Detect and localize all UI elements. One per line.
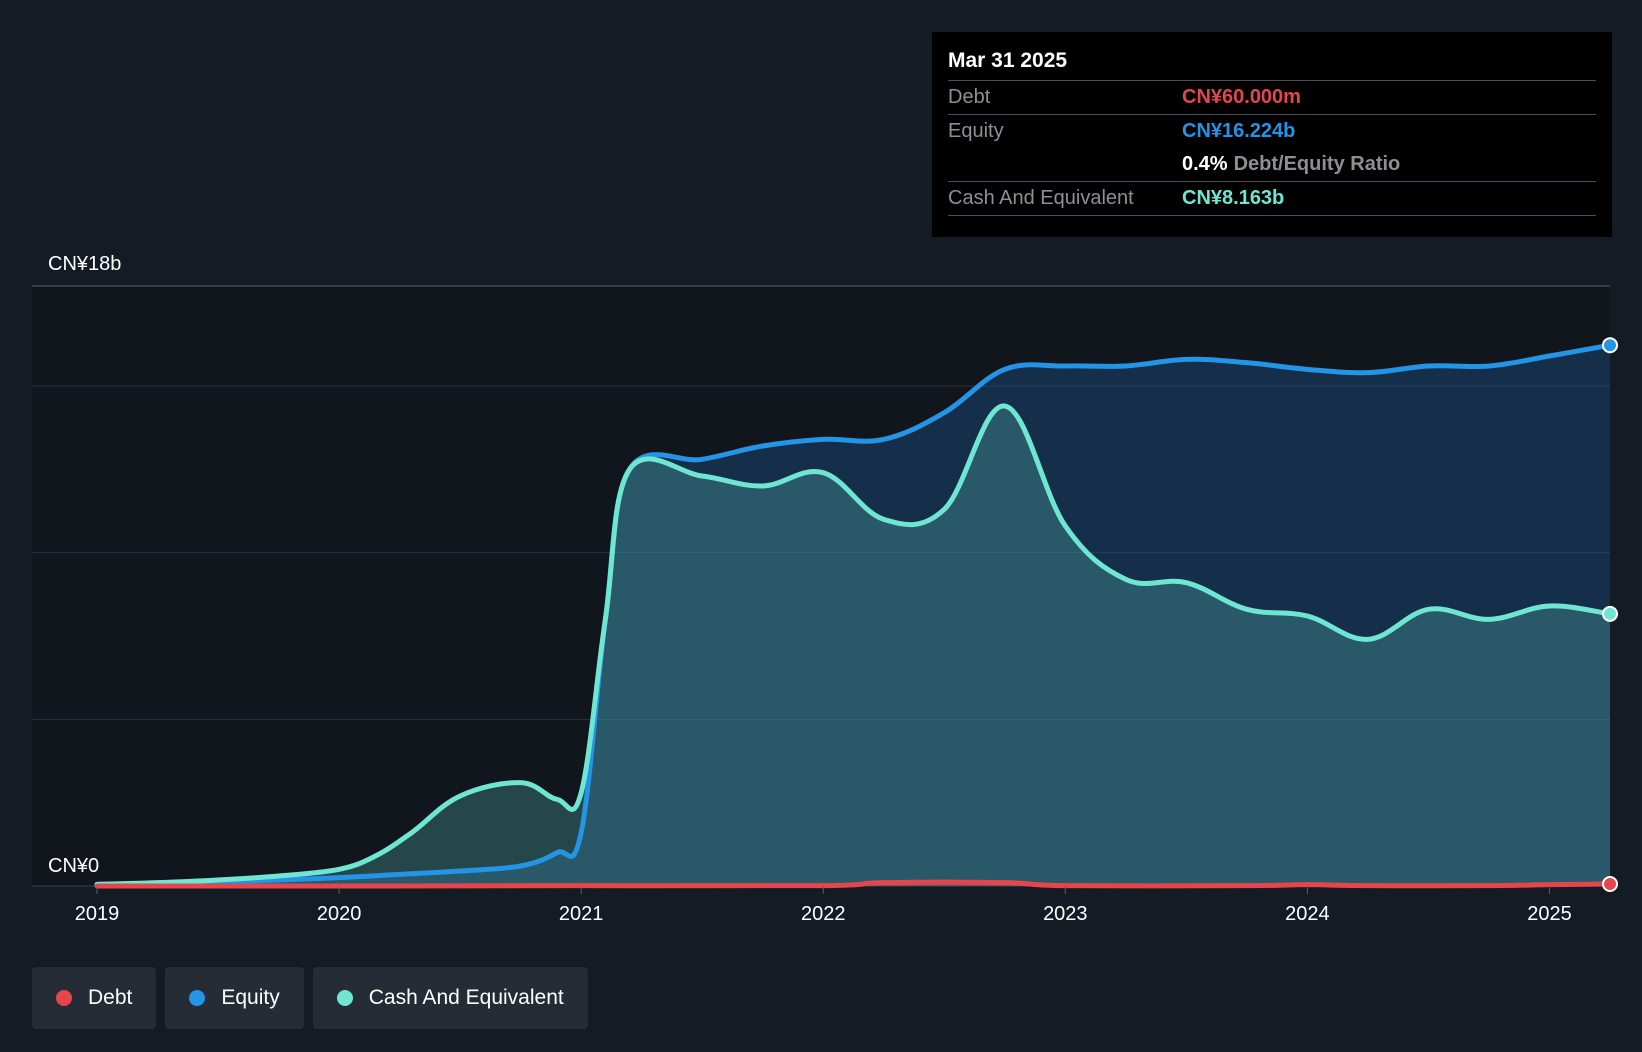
x-tick-label: 2019 [75,903,120,925]
legend-dot-cash [336,990,353,1006]
tooltip-debt-label: Debt [948,86,991,108]
y-tick-label: CN¥18b [48,253,121,275]
tooltip-ratio-label: Debt/Equity Ratio [1233,153,1401,175]
tooltip-date: Mar 31 2025 [948,46,1596,81]
legend-label-cash: Cash And Equivalent [368,986,564,1009]
chart-legend: Debt Equity Cash And Equivalent [32,967,588,1029]
tooltip-debt-row: Debt CN¥60.000m [948,81,1596,115]
x-tick-label: 2024 [1285,903,1330,925]
x-tick-label: 2020 [317,903,362,925]
tooltip-equity-value: CN¥16.224b [1182,120,1296,142]
debt-line [94,879,1610,889]
equity-area [97,345,1610,886]
legend-item-cash[interactable]: Cash And Equivalent [312,967,588,1029]
tooltip-ratio-row: 0.4% Debt/Equity Ratio [948,148,1596,182]
x-tick-label: 2025 [1527,903,1572,925]
legend-label-debt: Debt [88,986,133,1009]
legend-dot-debt [56,990,72,1006]
debt-endpoint [1602,876,1618,892]
x-tick-label: 2022 [801,903,846,925]
cash-area [97,405,1610,886]
tooltip-cash-value: CN¥8.163b [1182,187,1285,209]
tooltip-debt-value: CN¥60.000m [1182,86,1301,108]
equity-line [94,342,1610,887]
legend-label-equity: Equity [221,986,280,1009]
tooltip-cash-row: Cash And Equivalent CN¥8.163b [948,182,1596,216]
x-tick-label: 2021 [559,903,604,925]
cash-endpoint [1602,605,1618,622]
tooltip-cash-label: Cash And Equivalent [948,187,1134,209]
tooltip-panel: Mar 31 2025 Debt CN¥60.000m Equity CN¥16… [932,32,1612,237]
cash-line [94,403,1610,887]
y-tick-label: CN¥0 [48,855,99,877]
equity-endpoint [1602,337,1618,354]
legend-item-debt[interactable]: Debt [32,967,157,1029]
tooltip-equity-label: Equity [948,120,1004,142]
legend-dot-equity [189,990,206,1006]
legend-item-equity[interactable]: Equity [165,967,304,1029]
tooltip-ratio-value: 0.4% [1182,153,1228,175]
tooltip-equity-row: Equity CN¥16.224b [948,115,1596,148]
x-tick-label: 2023 [1043,903,1088,925]
